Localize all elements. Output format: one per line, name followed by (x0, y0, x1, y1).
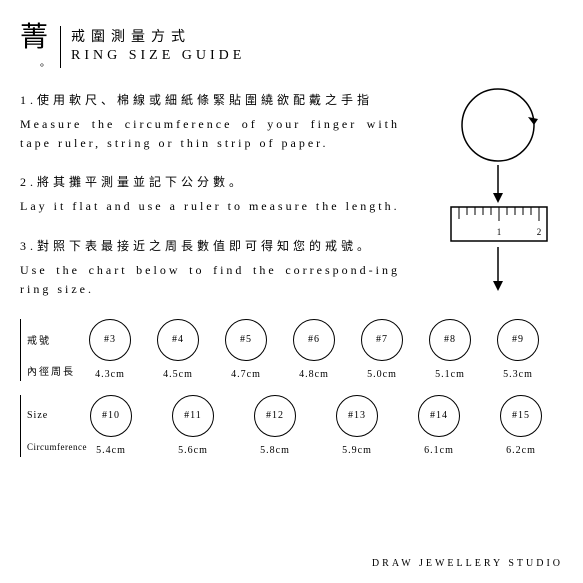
size-cell: #15 6.2cm (496, 395, 546, 456)
illustration: 1 2 (433, 85, 553, 340)
step-1-en: Measure the circumference of your finger… (20, 115, 400, 153)
ring-circle: #11 (172, 395, 214, 437)
title-cn: 戒圍測量方式 (71, 26, 245, 46)
chart-row-2: Size Circumference #10 5.4cm #11 5.6cm #12… (20, 395, 563, 457)
circ-value: 5.4cm (96, 445, 126, 456)
step-2: 2.將其攤平測量並記下公分數。 Lay it flat and use a ru… (20, 173, 400, 216)
step-3: 3.對照下表最接近之周長數值即可得知您的戒號。 Use the chart be… (20, 237, 400, 299)
circ-value: 4.8cm (299, 369, 329, 380)
size-cell: #5 4.7cm (222, 319, 270, 380)
ruler-1: 1 (497, 227, 502, 237)
chart-row-2-labels: Size Circumference (20, 395, 86, 457)
size-cell: #11 5.6cm (168, 395, 218, 456)
circ-value: 5.3cm (503, 369, 533, 380)
brand-mark: 菁 (20, 24, 50, 52)
chart-row-1-labels: 戒號 內徑周長 (20, 319, 86, 381)
step-2-cn: 2.將其攤平測量並記下公分數。 (20, 173, 400, 191)
size-cell: #4 4.5cm (154, 319, 202, 380)
circ-value: 6.2cm (506, 445, 536, 456)
ring-circle: #12 (254, 395, 296, 437)
ring-circle: #3 (89, 319, 131, 361)
size-cell: #14 6.1cm (414, 395, 464, 456)
step-2-en: Lay it flat and use a ruler to measure t… (20, 197, 400, 216)
circ-value: 4.5cm (163, 369, 193, 380)
steps: 1.使用軟尺、棉線或細紙條緊貼圍繞欲配戴之手指 Measure the circ… (20, 91, 400, 299)
circ-value: 4.3cm (95, 369, 125, 380)
circ-value: 5.1cm (435, 369, 465, 380)
ring-circle: #5 (225, 319, 267, 361)
ring-circle: #15 (500, 395, 542, 437)
measure-icon: 1 2 (433, 85, 553, 335)
ring-circle: #10 (90, 395, 132, 437)
label-size-cn: 戒號 (27, 319, 86, 361)
circ-value: 5.8cm (260, 445, 290, 456)
label-size-en: Size (27, 395, 86, 437)
title-en: RING SIZE GUIDE (71, 48, 245, 64)
size-cell: #10 5.4cm (86, 395, 136, 456)
label-circ-cn: 內徑周長 (27, 361, 86, 381)
circ-value: 5.9cm (342, 445, 372, 456)
circ-value: 5.6cm (178, 445, 208, 456)
step-3-cn: 3.對照下表最接近之周長數值即可得知您的戒號。 (20, 237, 400, 255)
footer-brand: DRAW JEWELLERY STUDIO (372, 558, 563, 569)
ring-circle: #13 (336, 395, 378, 437)
content: 1.使用軟尺、棉線或細紙條緊貼圍繞欲配戴之手指 Measure the circ… (20, 91, 563, 299)
title-block: 戒圍測量方式 RING SIZE GUIDE (71, 24, 245, 64)
label-circ-en: Circumference (27, 437, 86, 457)
ring-circle: #14 (418, 395, 460, 437)
size-cell: #3 4.3cm (86, 319, 134, 380)
step-1: 1.使用軟尺、棉線或細紙條緊貼圍繞欲配戴之手指 Measure the circ… (20, 91, 400, 153)
size-cell: #13 5.9cm (332, 395, 382, 456)
step-1-cn: 1.使用軟尺、棉線或細紙條緊貼圍繞欲配戴之手指 (20, 91, 400, 109)
chart-row-2-cells: #10 5.4cm #11 5.6cm #12 5.8cm #13 5.9cm #14 6… (86, 395, 563, 456)
circ-value: 4.7cm (231, 369, 261, 380)
step-3-en: Use the chart below to find the correspo… (20, 261, 400, 299)
ring-circle: #4 (157, 319, 199, 361)
circ-value: 5.0cm (367, 369, 397, 380)
header: 菁 。 戒圍測量方式 RING SIZE GUIDE (20, 24, 563, 69)
circ-value: 6.1cm (424, 445, 454, 456)
brand-logo: 菁 。 (20, 24, 50, 69)
size-cell: #7 5.0cm (358, 319, 406, 380)
size-cell: #6 4.8cm (290, 319, 338, 380)
brand-dot: 。 (20, 54, 50, 69)
ring-circle: #6 (293, 319, 335, 361)
ruler-2: 2 (537, 227, 542, 237)
size-cell: #12 5.8cm (250, 395, 300, 456)
header-divider (60, 26, 61, 68)
ring-circle: #7 (361, 319, 403, 361)
